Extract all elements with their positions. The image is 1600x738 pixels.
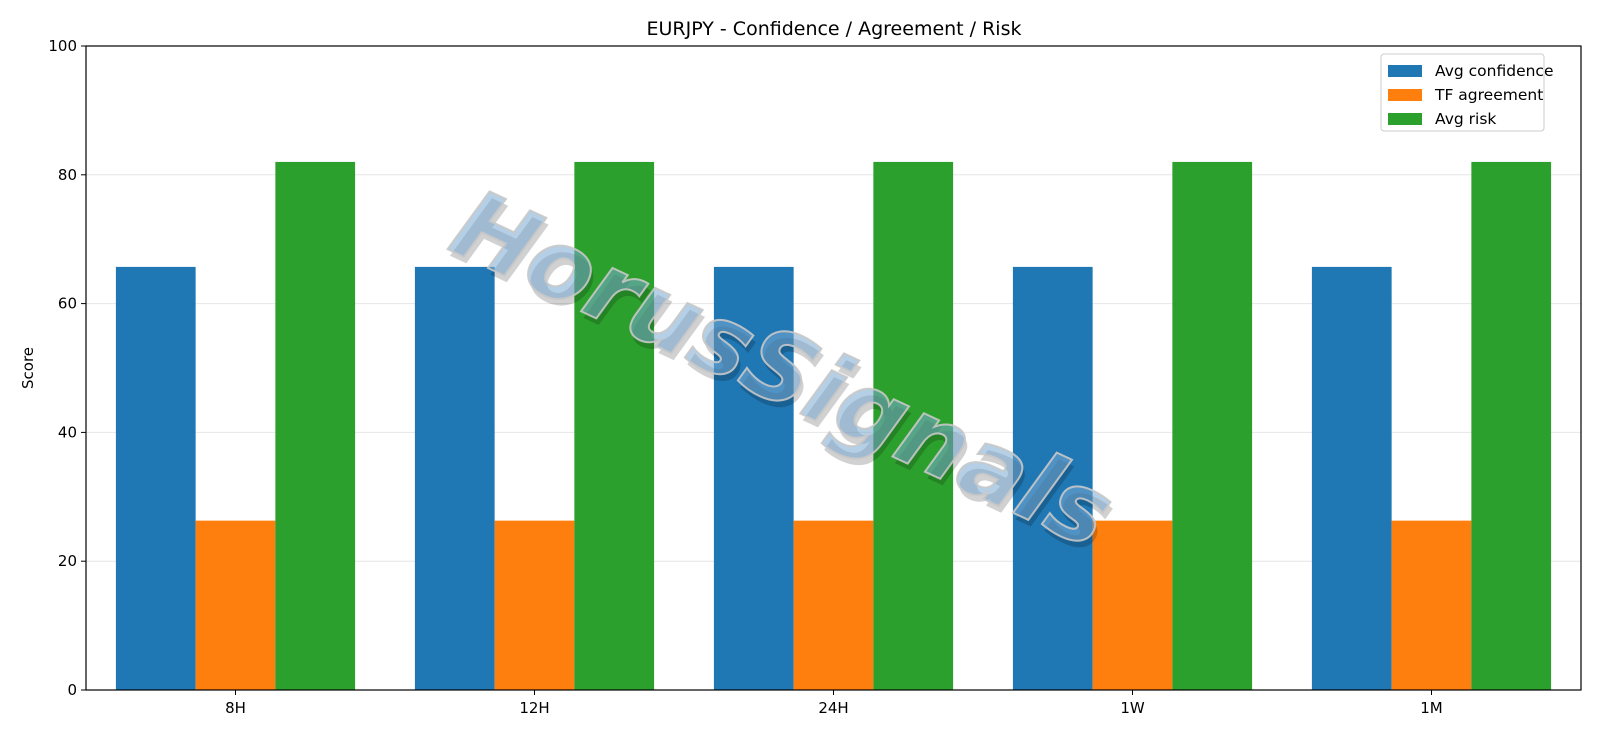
bar-avg-risk-8h — [275, 161, 356, 691]
bar-avg-confidence-8h — [115, 266, 196, 690]
x-axis: 8H 12H 24H 1W 1M — [225, 690, 1443, 717]
x-tick-label: 1W — [1120, 699, 1145, 717]
bar-avg-risk-12h — [574, 161, 655, 691]
y-tick-label: 0 — [67, 681, 77, 699]
bar-avg-confidence-1m — [1311, 266, 1392, 690]
legend-swatch — [1388, 113, 1422, 125]
bar-avg-risk-24h — [873, 161, 954, 691]
bar-avg-risk-1m — [1471, 161, 1552, 691]
bar-tf-agreement-24h — [793, 520, 874, 690]
x-tick-label: 24H — [818, 699, 848, 717]
legend-swatch — [1388, 89, 1422, 101]
legend-label: Avg risk — [1435, 110, 1496, 128]
chart-title: EURJPY - Confidence / Agreement / Risk — [647, 18, 1022, 40]
bar-tf-agreement-1m — [1391, 520, 1472, 690]
y-axis-label: Score — [19, 347, 37, 389]
x-tick-label: 1M — [1420, 699, 1443, 717]
bar-avg-risk-1w — [1172, 161, 1253, 691]
legend-label: TF agreement — [1434, 86, 1543, 104]
y-tick-label: 40 — [58, 423, 77, 441]
bar-avg-confidence-12h — [414, 266, 495, 690]
y-tick-label: 60 — [58, 295, 77, 313]
y-tick-label: 80 — [58, 166, 77, 184]
legend: Avg confidence TF agreement Avg risk — [1380, 53, 1553, 132]
legend-label: Avg confidence — [1435, 62, 1553, 80]
bar-avg-confidence-1w — [1012, 266, 1093, 690]
x-tick-label: 8H — [225, 699, 246, 717]
y-tick-label: 100 — [48, 37, 77, 55]
bar-tf-agreement-1w — [1092, 520, 1173, 690]
x-tick-label: 12H — [519, 699, 549, 717]
legend-swatch — [1388, 65, 1422, 77]
y-axis: 0 20 40 60 80 100 — [48, 37, 86, 699]
bar-tf-agreement-12h — [494, 520, 575, 690]
y-tick-label: 20 — [58, 552, 77, 570]
bars — [115, 161, 1552, 691]
bar-avg-confidence-24h — [713, 266, 794, 690]
bar-tf-agreement-8h — [195, 520, 276, 690]
